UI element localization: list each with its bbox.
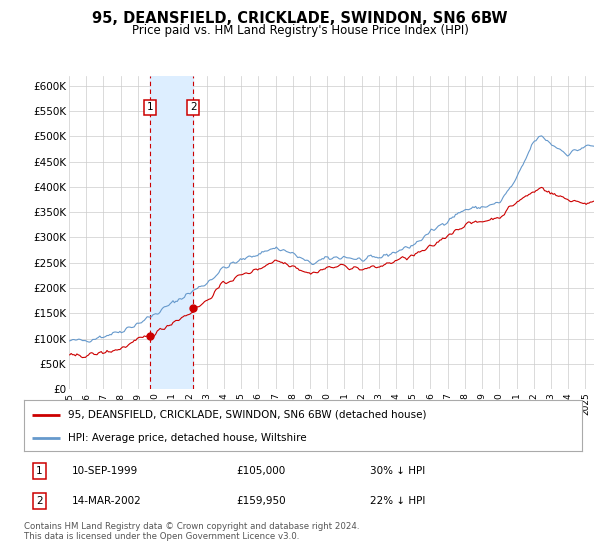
Bar: [150, 76, 193, 389]
Text: 10-SEP-1999: 10-SEP-1999: [71, 466, 137, 476]
Text: £159,950: £159,950: [236, 496, 286, 506]
Text: 95, DEANSFIELD, CRICKLADE, SWINDON, SN6 6BW (detached house): 95, DEANSFIELD, CRICKLADE, SWINDON, SN6 …: [68, 409, 426, 419]
Text: 2: 2: [190, 102, 196, 113]
Text: 95, DEANSFIELD, CRICKLADE, SWINDON, SN6 6BW: 95, DEANSFIELD, CRICKLADE, SWINDON, SN6 …: [92, 11, 508, 26]
Text: Price paid vs. HM Land Registry's House Price Index (HPI): Price paid vs. HM Land Registry's House …: [131, 24, 469, 36]
Text: 2: 2: [37, 496, 43, 506]
Text: 14-MAR-2002: 14-MAR-2002: [71, 496, 141, 506]
Text: 1: 1: [147, 102, 154, 113]
Text: 1: 1: [37, 466, 43, 476]
Text: £105,000: £105,000: [236, 466, 285, 476]
Text: Contains HM Land Registry data © Crown copyright and database right 2024.
This d: Contains HM Land Registry data © Crown c…: [24, 522, 359, 542]
Text: HPI: Average price, detached house, Wiltshire: HPI: Average price, detached house, Wilt…: [68, 433, 306, 443]
Text: 22% ↓ HPI: 22% ↓ HPI: [370, 496, 425, 506]
Text: 30% ↓ HPI: 30% ↓ HPI: [370, 466, 425, 476]
